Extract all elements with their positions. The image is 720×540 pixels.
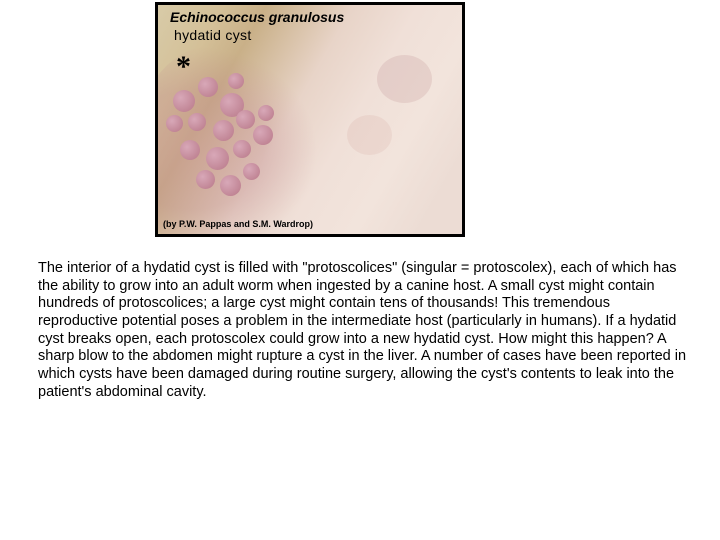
protoscolex [188, 113, 206, 131]
protoscolex [213, 120, 234, 141]
tissue-blob [347, 115, 392, 155]
slide: Echinococcus granulosus hydatid cyst * (… [0, 0, 720, 540]
protoscolex [243, 163, 260, 180]
body-paragraph: The interior of a hydatid cyst is filled… [38, 260, 688, 402]
figure-subtitle: hydatid cyst [174, 27, 252, 43]
histology-figure: Echinococcus granulosus hydatid cyst * (… [155, 2, 465, 237]
figure-marker: * [176, 50, 191, 84]
protoscolex [166, 115, 183, 132]
protoscolex [173, 90, 195, 112]
figure-credit: (by P.W. Pappas and S.M. Wardrop) [163, 219, 313, 229]
protoscolex [180, 140, 200, 160]
protoscolex [220, 175, 241, 196]
figure-title: Echinococcus granulosus [170, 9, 344, 25]
protoscolex [206, 147, 229, 170]
protoscolex [196, 170, 215, 189]
protoscolex [198, 77, 218, 97]
protoscolex [258, 105, 274, 121]
protoscolex [228, 73, 244, 89]
tissue-blob [377, 55, 432, 103]
protoscolex [253, 125, 273, 145]
protoscolex [236, 110, 255, 129]
protoscolex [233, 140, 251, 158]
